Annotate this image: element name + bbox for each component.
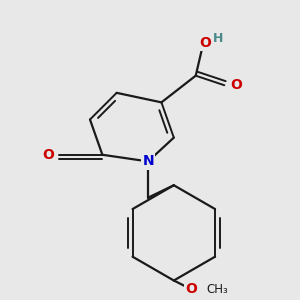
Text: CH₃: CH₃ [207, 283, 228, 296]
Text: O: O [42, 148, 54, 162]
Text: O: O [230, 78, 242, 92]
Text: O: O [199, 36, 211, 50]
Text: O: O [185, 282, 197, 296]
Text: N: N [142, 154, 154, 168]
Text: H: H [213, 32, 223, 45]
